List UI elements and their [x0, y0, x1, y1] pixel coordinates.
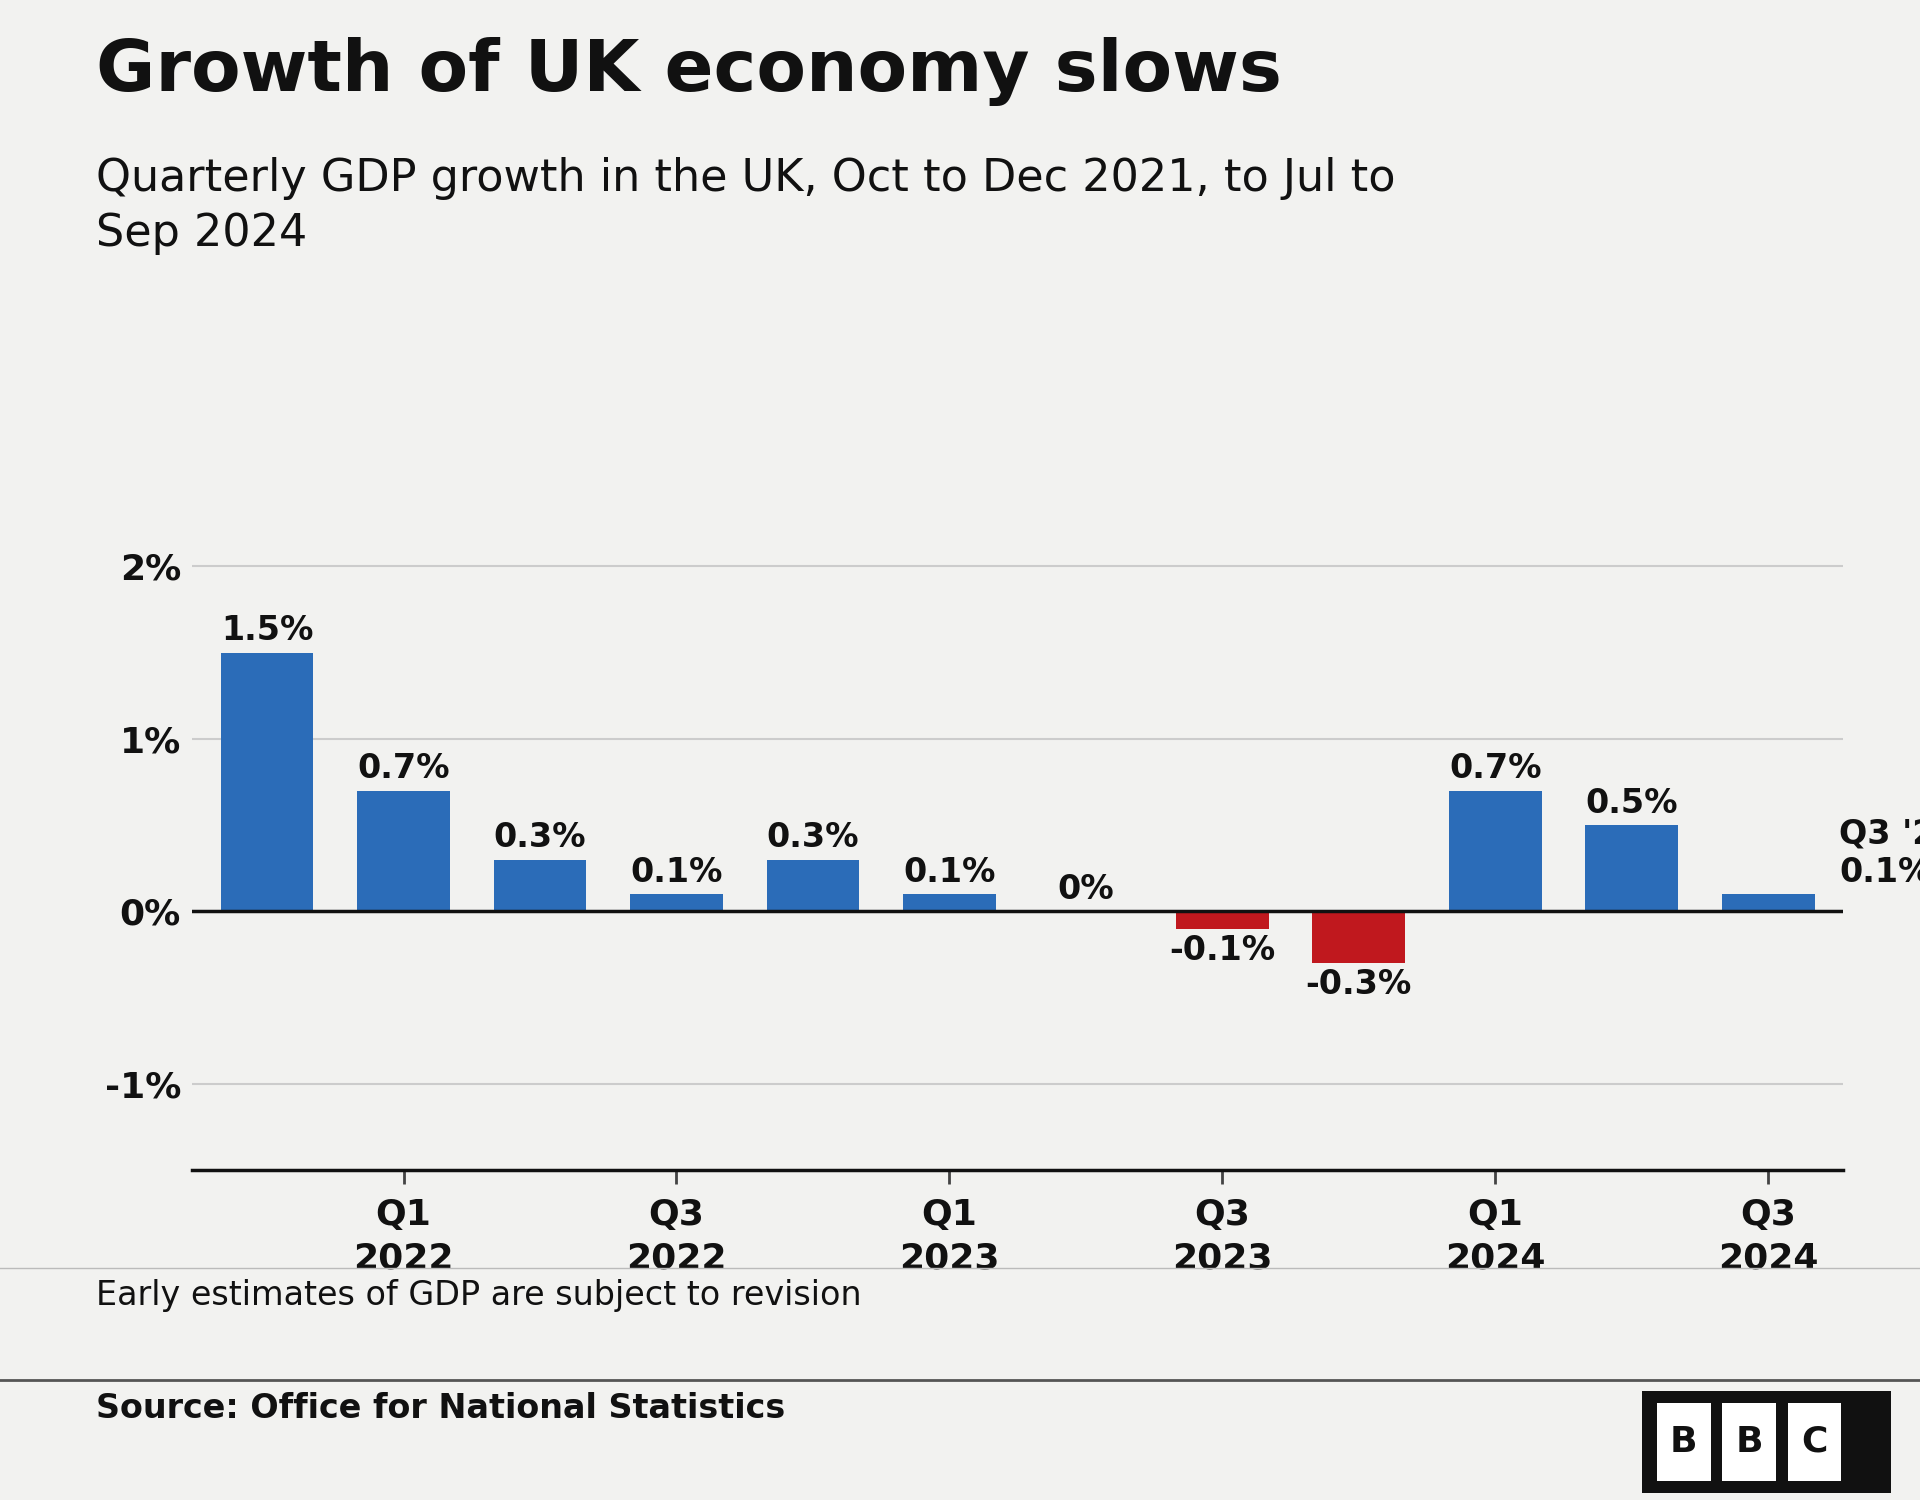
Text: 0.7%: 0.7%: [357, 753, 449, 786]
Text: 0.3%: 0.3%: [766, 822, 858, 855]
Text: 0.5%: 0.5%: [1586, 788, 1678, 820]
Text: -0.3%: -0.3%: [1306, 968, 1411, 1000]
Text: B: B: [1736, 1425, 1763, 1458]
Text: 0.7%: 0.7%: [1450, 753, 1542, 786]
Text: 0%: 0%: [1058, 873, 1114, 906]
Bar: [221, 652, 313, 912]
Text: Quarterly GDP growth in the UK, Oct to Dec 2021, to Jul to
Sep 2024: Quarterly GDP growth in the UK, Oct to D…: [96, 158, 1396, 255]
Text: Q3 '24
0.1%: Q3 '24 0.1%: [1839, 818, 1920, 890]
Bar: [902, 894, 996, 912]
Bar: [1175, 912, 1269, 928]
Bar: [493, 859, 586, 912]
Text: 1.5%: 1.5%: [221, 615, 313, 648]
Bar: [1586, 825, 1678, 912]
Text: C: C: [1801, 1425, 1828, 1458]
Bar: [1722, 894, 1814, 912]
Bar: [766, 859, 860, 912]
Text: Early estimates of GDP are subject to revision: Early estimates of GDP are subject to re…: [96, 1280, 862, 1312]
Bar: [357, 790, 449, 912]
Bar: [1313, 912, 1405, 963]
Text: Source: Office for National Statistics: Source: Office for National Statistics: [96, 1392, 785, 1425]
Text: Growth of UK economy slows: Growth of UK economy slows: [96, 38, 1283, 106]
Text: 0.1%: 0.1%: [902, 856, 996, 889]
Text: -0.1%: -0.1%: [1169, 933, 1275, 966]
Text: 0.3%: 0.3%: [493, 822, 586, 855]
Bar: [1450, 790, 1542, 912]
Text: 0.1%: 0.1%: [630, 856, 722, 889]
Bar: [630, 894, 722, 912]
Text: B: B: [1670, 1425, 1697, 1458]
